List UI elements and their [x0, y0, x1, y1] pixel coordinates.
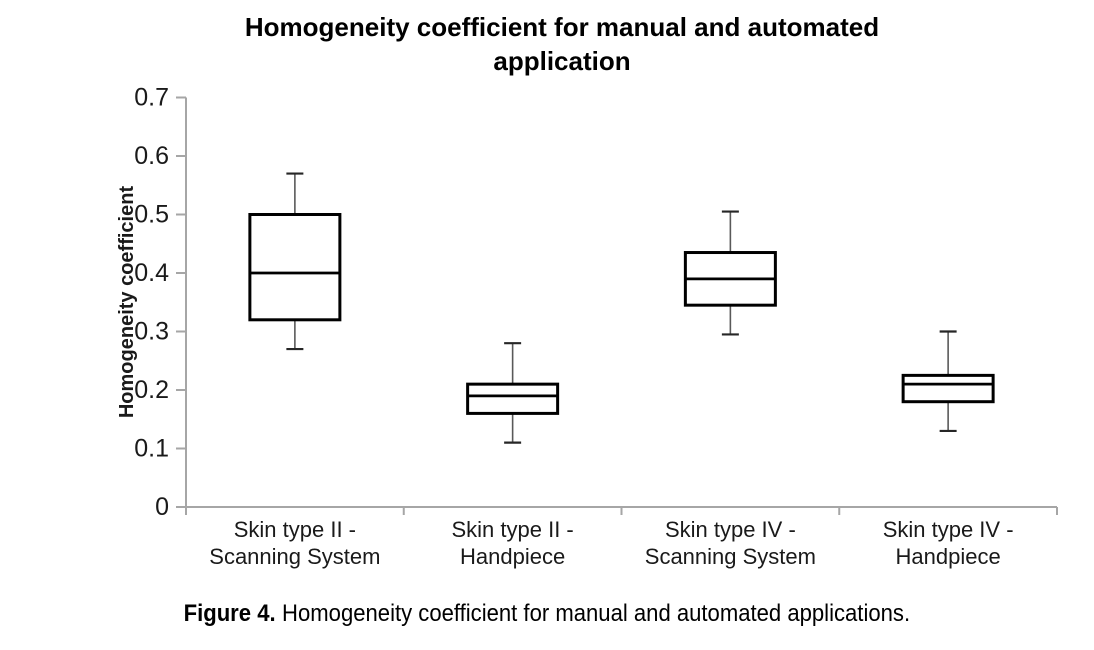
box-plot-3 [683, 210, 777, 336]
x-axis-category-label: Skin type IV -Scanning System [645, 517, 816, 569]
y-axis-tick-label: 0.7 [134, 84, 169, 112]
x-axis-category-label-line: Handpiece [896, 544, 1001, 569]
y-axis-tick-label: 0.5 [134, 201, 169, 229]
y-axis-tick-label: 0.6 [134, 142, 169, 170]
figure-caption-inner: Figure 4. Homogeneity coefficient for man… [184, 600, 910, 628]
x-axis-category-label-line: Skin type IV - [883, 517, 1014, 542]
x-axis-category-label-line: Skin type IV - [665, 517, 796, 542]
y-axis-tick-label: 0.2 [134, 376, 169, 404]
iqr-box [901, 373, 995, 404]
x-axis-category-label-line: Scanning System [209, 544, 380, 569]
y-axis-title: Homogeneity coefficient [116, 186, 138, 419]
figure-caption: Figure 4. Homogeneity coefficient for man… [0, 600, 1094, 628]
x-axis-category-label-line: Scanning System [645, 544, 816, 569]
x-axis-category-label-line: Handpiece [460, 544, 565, 569]
box-plot-2 [466, 342, 560, 444]
chart-title-line2: application [493, 46, 631, 76]
chart-title-line1: Homogeneity coefficient for manual and a… [244, 12, 880, 42]
x-axis-category-label: Skin type IV -Handpiece [883, 517, 1014, 569]
y-axis-tick-label: 0.4 [134, 259, 169, 287]
chart-title: Homogeneity coefficient for manual and a… [30, 10, 1094, 78]
y-axis-tick-label: 0.3 [134, 318, 169, 346]
boxes-group [248, 172, 995, 444]
y-axis-tick-label: 0 [155, 493, 169, 521]
figure-caption-text: Homogeneity coefficient for manual and a… [282, 600, 911, 627]
iqr-box [248, 213, 342, 322]
x-axis-category-label-line: Skin type II - [451, 517, 573, 542]
box-plot-4 [901, 330, 995, 433]
x-axis-category-label-line: Skin type II - [234, 517, 356, 542]
x-axis-category-label: Skin type II -Handpiece [451, 517, 573, 569]
box-plot-1 [248, 172, 342, 351]
iqr-box [466, 382, 560, 415]
x-axis-category-label: Skin type II -Scanning System [209, 517, 380, 569]
y-axis-tick-label: 0.1 [134, 435, 169, 463]
figure-caption-prefix: Figure 4. [183, 600, 276, 627]
